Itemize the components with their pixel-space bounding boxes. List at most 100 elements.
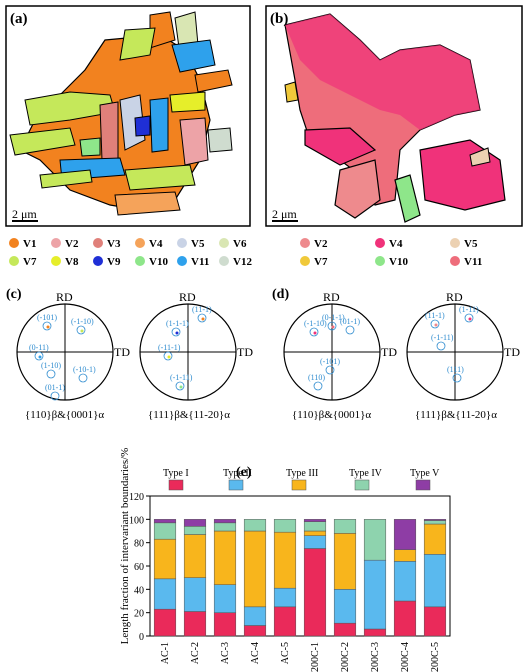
grain — [334, 159, 381, 219]
pole-index-label: (0-1-1) — [322, 313, 345, 322]
pole-index-label: (-1-10) — [304, 319, 327, 328]
bar-segment — [213, 519, 237, 524]
panel-label-d: (d) — [272, 287, 289, 302]
x-tick-label: 200C-5 — [430, 642, 441, 672]
pole-marker — [46, 369, 56, 379]
bar-segment — [393, 600, 417, 637]
legend-label: V10 — [149, 256, 168, 268]
grain — [284, 81, 299, 103]
bar-segment — [423, 606, 447, 637]
pole-index-label: (111) — [447, 365, 464, 374]
bar-segment — [153, 538, 177, 580]
grain — [179, 117, 209, 166]
bar-segment — [363, 559, 387, 630]
pole-scatter — [434, 323, 438, 327]
bar-segment — [303, 535, 327, 549]
bar-segment — [333, 519, 357, 534]
bar-segment — [423, 519, 447, 521]
pole-index-label: (-101) — [320, 357, 340, 366]
legend-swatch — [51, 256, 61, 266]
bar-segment — [303, 530, 327, 536]
pole-index-label: (11-1) — [192, 305, 212, 314]
pole-marker — [464, 313, 474, 323]
pole-scatter — [38, 355, 42, 359]
pole-marker — [175, 381, 185, 391]
bar-segment — [363, 519, 387, 561]
panel-label-a: (a) — [10, 11, 28, 27]
panel-label-b: (b) — [270, 11, 288, 27]
pole-caption: {111}β&{11-20}α — [415, 409, 497, 421]
legend-b: V2 V4 V5 V7 V10 V11 — [300, 238, 482, 268]
bar-segment — [153, 519, 177, 524]
grain — [9, 127, 76, 156]
bar-segment — [393, 549, 417, 562]
series-legend-swatch — [168, 479, 184, 491]
pole-figure: RD TD (1-11) (11-1) (-1-11) (111) {111}β&{11-2… — [406, 290, 520, 421]
legend-label: V2 — [65, 238, 79, 250]
bar-segment — [333, 533, 357, 590]
series-legend-label: Type III — [286, 468, 318, 479]
y-tick-label: 100 — [129, 515, 144, 526]
legend-label: V9 — [107, 256, 121, 268]
series-legend-swatch — [228, 479, 244, 491]
bar-segment — [303, 521, 327, 532]
legend-swatch — [375, 256, 385, 266]
pole-index-label: (11-1) — [425, 311, 445, 320]
pole-marker — [313, 381, 323, 391]
bar-segment — [303, 519, 327, 522]
grain — [114, 191, 181, 216]
pole-figures: RD TD (-101) (-1-10) (0-11) (1-10) (-10-1) (01-… — [16, 290, 520, 421]
bar-segment — [273, 587, 297, 608]
bar-segment — [153, 522, 177, 540]
pole-marker — [171, 327, 181, 337]
y-tick-label: 60 — [134, 562, 144, 573]
legend-swatch — [219, 238, 229, 248]
series-legend-label: Type IV — [349, 468, 383, 479]
grain — [134, 115, 151, 137]
bar-segment — [183, 577, 207, 612]
legend-swatch — [375, 238, 385, 248]
pole-marker — [309, 327, 319, 337]
bar-segment — [183, 519, 207, 527]
bar-segment — [393, 519, 417, 550]
scale-bar-label-b: 2 μm — [272, 207, 297, 221]
grain — [171, 39, 216, 73]
rd-label: RD — [179, 290, 196, 304]
x-tick-label: AC-5 — [280, 642, 291, 664]
series-legend-swatch — [354, 479, 370, 491]
bar-segment — [273, 531, 297, 589]
td-label: TD — [237, 345, 253, 359]
x-tick-label: 200C-4 — [400, 642, 411, 672]
pole-marker — [325, 365, 335, 375]
pole-index-label: (1-10) — [41, 361, 61, 370]
pole-index-label: (-101) — [37, 313, 57, 322]
series-legend-label: Type V — [410, 468, 440, 479]
grain — [79, 137, 101, 157]
y-axis-label: Length fraction of intervariant boundari… — [119, 448, 131, 645]
bar-segment — [243, 519, 267, 532]
bar-segment — [213, 530, 237, 585]
legend-label: V7 — [314, 256, 328, 268]
legend-swatch — [177, 238, 187, 248]
pole-caption: {111}β&{11-20}α — [148, 409, 230, 421]
pole-marker — [163, 351, 173, 361]
pole-scatter — [46, 325, 50, 329]
legend-label: V2 — [314, 238, 328, 250]
pole-figure: RD TD (-1-10)(0-1-1)(01-1) (-101) (110) {110}… — [283, 290, 397, 421]
bar-segment — [243, 530, 267, 608]
pole-figure: RD TD (11-1)(1-1-1) (-11-1) (-1-11) {111}β&{1… — [139, 290, 253, 421]
legend-label: V6 — [233, 238, 247, 250]
legend-swatch — [300, 238, 310, 248]
bar-segment — [213, 612, 237, 637]
legend-swatch — [93, 256, 103, 266]
grain — [469, 147, 491, 167]
pole-marker — [430, 319, 440, 329]
bar-segment — [273, 606, 297, 637]
pole-marker — [78, 373, 88, 383]
scale-bar-label: 2 μm — [12, 207, 37, 221]
grain — [285, 14, 480, 130]
legend-swatch — [450, 238, 460, 248]
y-tick-label: 20 — [134, 609, 144, 620]
x-tick-label: AC-3 — [220, 642, 231, 664]
